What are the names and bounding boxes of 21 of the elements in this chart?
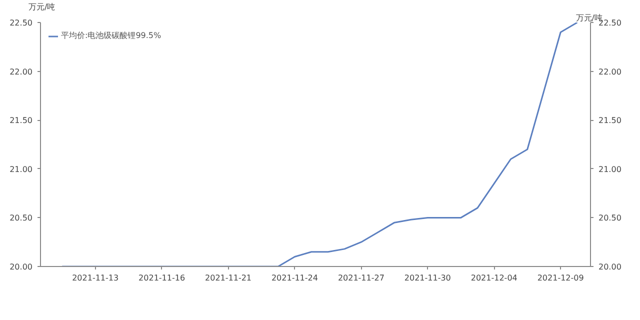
y2-tick-label: 21.50 [598,116,622,126]
y-tick-label: 20.00 [10,262,33,272]
y2-tick-label: 20.00 [598,262,622,272]
x-tick-label: 2021-11-16 [138,274,186,282]
x-tick-label: 2021-11-21 [205,274,252,282]
y-tick-label: 21.00 [10,164,33,174]
y-tick-label: 22.50 [10,18,33,28]
y-tick-label: 20.50 [10,214,33,223]
x-tick-label: 2021-11-24 [271,274,318,282]
y-tick-label: 22.00 [10,67,33,76]
legend-label: 平均价:电池级碳酸锂99.5% [61,30,162,41]
x-tick-label: 2021-12-04 [470,274,518,282]
y2-tick-label: 22.00 [598,67,622,76]
x-tick-label: 2021-11-30 [404,274,451,282]
y2-tick-label: 20.50 [598,214,622,223]
x-tick-label: 2021-11-27 [338,274,384,282]
x-tick-label: 2021-12-09 [537,274,584,282]
x-tick-label: 2021-11-13 [72,274,119,282]
y-axis-title: 万元/吨 [28,2,56,12]
y-tick-label: 21.50 [10,116,33,126]
y2-tick-label: 21.00 [598,164,622,174]
